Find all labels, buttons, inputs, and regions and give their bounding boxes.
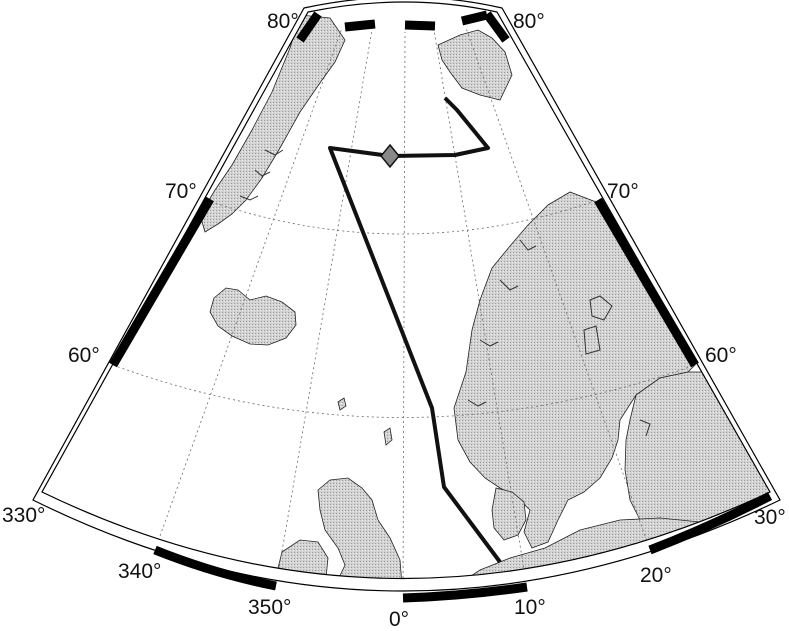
lon-label-20: 20° <box>640 564 672 587</box>
denmark <box>491 487 527 541</box>
lon-label-350: 350° <box>248 596 291 619</box>
meridian-20 <box>465 27 651 551</box>
greenland <box>199 14 346 233</box>
station-diamond-icon <box>380 143 400 169</box>
frame-bottom-340-350 <box>153 545 277 591</box>
frame-bottom-20-30 <box>648 492 773 555</box>
frame-bottom-0-10 <box>402 582 528 603</box>
parallel-60 <box>112 364 696 418</box>
map-frame <box>32 0 781 603</box>
coastline-detail <box>239 149 651 437</box>
faroe-islands <box>337 397 347 411</box>
shetland <box>383 427 393 446</box>
lat-label-70-left: 70° <box>165 180 197 203</box>
frame-left-60-70 <box>109 196 214 368</box>
meridian-10 <box>433 29 528 579</box>
frame-top-seg-2 <box>404 20 436 31</box>
frame-left-top <box>296 11 322 43</box>
iceland <box>209 287 297 346</box>
meridian-350 <box>275 29 373 579</box>
frame-right-top <box>483 11 510 43</box>
lon-label-330: 330° <box>2 504 45 527</box>
lat-label-60-right: 60° <box>705 344 737 367</box>
frame-right-70-60 <box>594 197 699 368</box>
graticule <box>112 27 696 579</box>
lon-label-340: 340° <box>118 560 161 583</box>
parallel-70 <box>205 199 599 235</box>
lat-label-60-left: 60° <box>68 344 100 367</box>
svalbard <box>437 29 513 101</box>
lon-label-0: 0° <box>389 608 409 631</box>
frame-top-seg-1 <box>344 19 376 32</box>
cruise-track <box>328 96 502 564</box>
lon-label-10: 10° <box>514 596 546 619</box>
lon-label-30: 30° <box>754 506 786 529</box>
lat-label-80-right: 80° <box>513 10 545 33</box>
frame-top-seg-3 <box>460 10 489 26</box>
lat-label-80-left: 80° <box>267 10 299 33</box>
great-britain <box>317 477 403 579</box>
frame-inner <box>41 1 771 580</box>
lat-label-70-right: 70° <box>607 180 639 203</box>
meridian-0 <box>402 31 406 579</box>
